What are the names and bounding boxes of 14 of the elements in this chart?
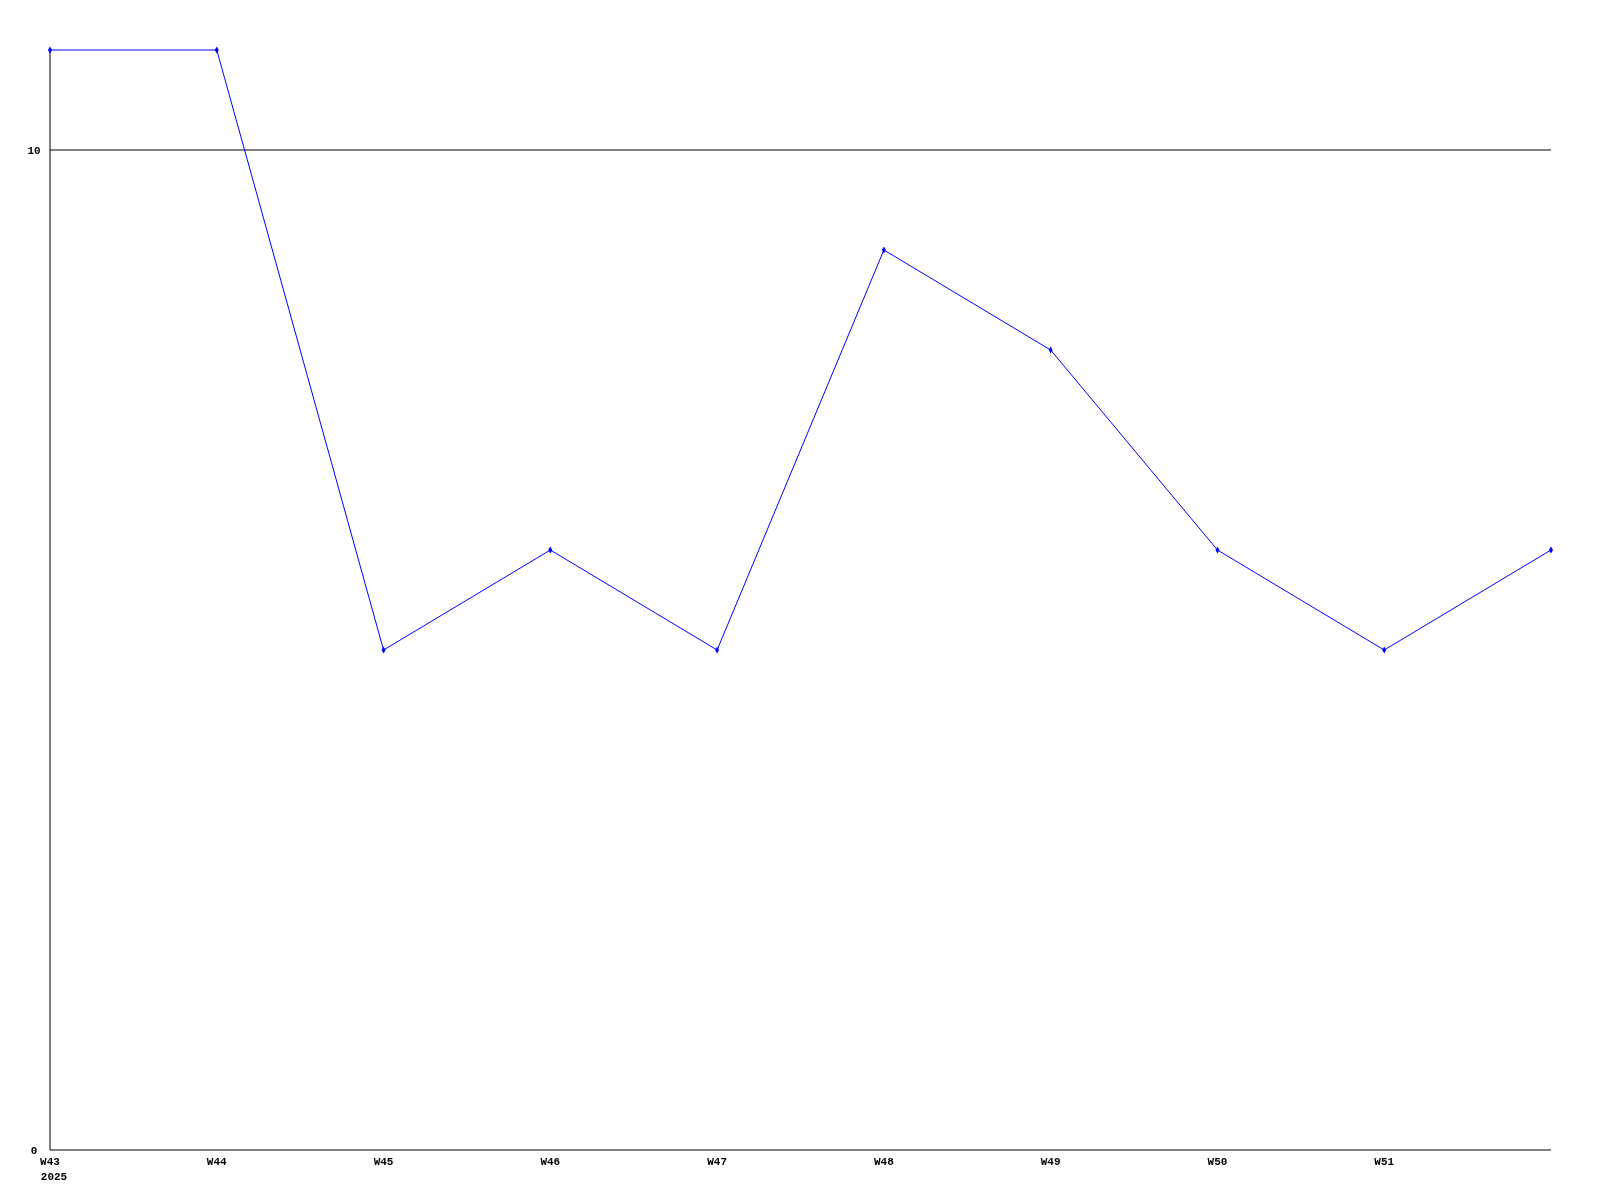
x-tick-label: W49 — [1040, 1156, 1061, 1168]
x-tick-label: W44 — [206, 1156, 228, 1168]
x-tick-label: W45 — [373, 1156, 394, 1168]
x-tick-label: W43 — [40, 1156, 61, 1168]
text: 2025 — [40, 1171, 68, 1183]
y-tick-label: 10 — [27, 145, 41, 157]
y-tick-label: 0 — [30, 1145, 38, 1157]
x-tick-label: W51 — [1374, 1156, 1395, 1168]
x-tick-label: W48 — [873, 1156, 895, 1168]
point — [1548, 546, 1554, 554]
point — [47, 46, 53, 54]
x-tick-label: W46 — [540, 1156, 561, 1168]
x-tick-label: W47 — [707, 1156, 728, 1168]
x-tick-label: W50 — [1207, 1156, 1228, 1168]
